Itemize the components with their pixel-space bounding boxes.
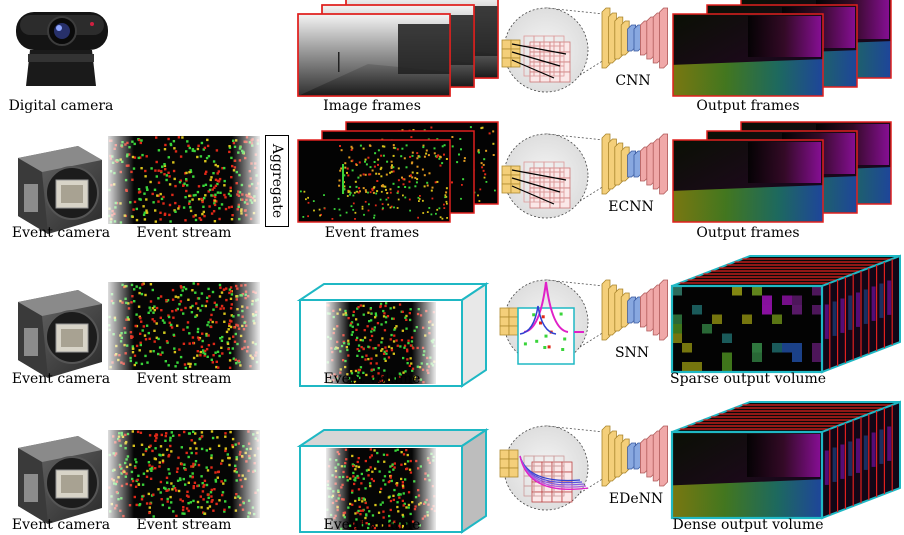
zoom-bubble-2 (501, 133, 605, 219)
event-frames-label: Event frames (324, 225, 420, 241)
output-frames-stack-row2 (672, 121, 892, 223)
cameras-layer (16, 12, 108, 524)
event-volume-3d-row4 (296, 428, 490, 534)
image-frames-stack (297, 0, 499, 97)
digital-camera-label: Digital camera (8, 98, 114, 114)
event-stream-label-row4: Event stream (136, 517, 232, 533)
image-frames-label: Image frames (323, 98, 421, 114)
cnn-label: CNN (615, 73, 651, 89)
event-stream-2 (104, 282, 262, 370)
event-camera-label-row4: Event camera (11, 517, 111, 533)
dense-output-volume-3d (670, 400, 901, 520)
network-icon-2 (601, 133, 668, 195)
event-streams-layer (104, 136, 262, 518)
event-stream-3 (104, 430, 262, 518)
event-stream-1 (104, 136, 262, 224)
zoom-bubbles-layer (499, 7, 605, 511)
zoom-bubble-4 (499, 425, 605, 511)
output-frames-stack-row1 (672, 0, 892, 97)
event-camera-label-row2: Event camera (11, 225, 111, 241)
event-camera-icon-1 (18, 146, 102, 234)
event-volume-label-row3: Event volume (323, 371, 421, 387)
outputs-layer (670, 0, 901, 520)
aggregate-box: Aggregate (265, 135, 289, 227)
frames-layer (296, 0, 499, 534)
ecnn-label: ECNN (608, 199, 654, 215)
event-camera-icon-2 (18, 290, 102, 378)
event-stream-label-row2: Event stream (136, 225, 232, 241)
zoom-bubble-1 (501, 7, 605, 93)
event-volume-3d-row3 (296, 282, 490, 388)
networks-layer (601, 7, 668, 487)
sparse-output-volume-label: Sparse output volume (669, 371, 827, 387)
zoom-bubble-3 (499, 279, 605, 365)
event-volume-label-row4: Event volume (323, 517, 421, 533)
webcam-icon (16, 12, 108, 86)
event-camera-icon-3 (18, 436, 102, 524)
edenn-label: EDeNN (608, 491, 664, 507)
network-icon-1 (601, 7, 668, 69)
output-frames-label-row2: Output frames (696, 225, 800, 241)
dense-output-volume-label: Dense output volume (672, 517, 824, 533)
event-frames-stack (297, 121, 499, 223)
aggregate-label: Aggregate (269, 143, 285, 219)
network-icon-3 (601, 279, 668, 341)
snn-label: SNN (614, 345, 650, 361)
output-frames-label-row1: Output frames (696, 98, 800, 114)
network-icon-4 (601, 425, 668, 487)
event-camera-label-row3: Event camera (11, 371, 111, 387)
event-stream-label-row3: Event stream (136, 371, 232, 387)
sparse-output-volume-3d (670, 254, 901, 374)
